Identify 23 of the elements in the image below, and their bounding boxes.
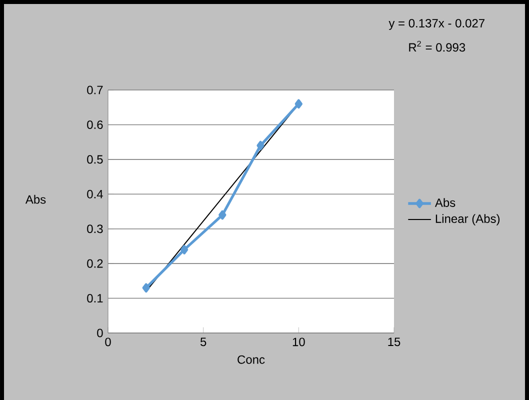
point xyxy=(294,99,302,109)
x-tick-label: 0 xyxy=(105,338,111,346)
point xyxy=(142,283,150,293)
y-axis-title: Abs xyxy=(25,194,46,204)
y-tick-label: 0.7 xyxy=(87,86,103,94)
y-tick-label: 0 xyxy=(97,328,103,338)
x-tick-label: 15 xyxy=(388,338,400,346)
y-tick-label: 0.2 xyxy=(87,259,103,268)
point xyxy=(180,245,188,254)
text: y = 0.137x - 0.027 xyxy=(388,18,484,30)
y-tick-label: 0.1 xyxy=(87,294,103,303)
x-axis-title: Conc xyxy=(238,355,265,364)
y-tick-label: 0.6 xyxy=(87,120,103,129)
legend-label: Linear (Abs) xyxy=(436,214,500,226)
y-tick-label: 0.3 xyxy=(87,224,103,234)
legend-label: Abs xyxy=(434,198,456,207)
point xyxy=(218,210,226,220)
x-tick-label: 5 xyxy=(200,338,206,346)
point xyxy=(256,140,264,150)
y-tick-label: 0.5 xyxy=(87,155,103,164)
y-tick-label: 0.4 xyxy=(87,190,103,198)
x-tick-label: 10 xyxy=(292,338,305,346)
text: R$^{2}$ = 0.993 xyxy=(409,40,466,52)
